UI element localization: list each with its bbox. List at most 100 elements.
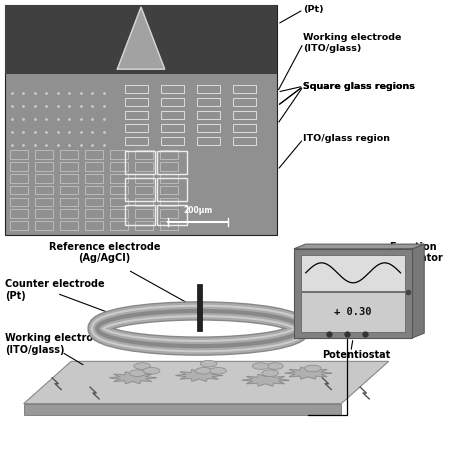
Bar xyxy=(60,162,78,171)
Bar xyxy=(10,186,28,194)
Bar xyxy=(161,85,184,93)
Text: (Pt): (Pt) xyxy=(303,5,324,14)
Bar xyxy=(233,111,256,119)
Bar xyxy=(36,150,53,159)
Bar xyxy=(10,162,28,171)
Bar xyxy=(161,124,184,132)
Bar xyxy=(197,137,220,145)
Bar xyxy=(160,198,178,206)
Bar xyxy=(110,221,128,230)
Ellipse shape xyxy=(129,370,146,376)
Ellipse shape xyxy=(210,367,227,374)
Bar xyxy=(85,150,103,159)
Polygon shape xyxy=(24,404,341,415)
Bar xyxy=(197,85,220,93)
Bar xyxy=(60,198,78,206)
Bar xyxy=(110,186,128,194)
Text: Square glass regions: Square glass regions xyxy=(303,82,415,91)
Bar xyxy=(85,210,103,218)
Ellipse shape xyxy=(262,370,278,376)
Text: Counter electrode
(Pt): Counter electrode (Pt) xyxy=(5,279,104,301)
Bar xyxy=(60,221,78,230)
Bar xyxy=(10,221,28,230)
Bar xyxy=(233,85,256,93)
Bar xyxy=(85,162,103,171)
Bar xyxy=(233,98,256,106)
Text: Potentiostat: Potentiostat xyxy=(322,350,391,360)
Polygon shape xyxy=(242,374,289,386)
Bar xyxy=(60,174,78,182)
Polygon shape xyxy=(176,370,222,382)
Bar xyxy=(135,210,153,218)
Bar xyxy=(157,151,187,173)
Ellipse shape xyxy=(266,363,283,369)
Ellipse shape xyxy=(253,363,269,369)
Bar xyxy=(85,221,103,230)
Bar xyxy=(157,178,187,201)
Ellipse shape xyxy=(200,360,217,367)
Bar xyxy=(197,111,220,119)
Ellipse shape xyxy=(304,365,321,372)
Bar xyxy=(36,186,53,194)
Bar xyxy=(160,186,178,194)
Bar xyxy=(233,124,256,132)
Bar xyxy=(161,111,184,119)
Bar xyxy=(85,186,103,194)
Bar xyxy=(301,292,405,332)
Bar xyxy=(125,98,148,106)
Bar xyxy=(160,162,178,171)
Bar xyxy=(197,284,202,331)
Bar xyxy=(160,150,178,159)
Bar xyxy=(125,151,155,173)
Bar xyxy=(10,210,28,218)
Bar xyxy=(36,162,53,171)
Bar xyxy=(60,186,78,194)
Polygon shape xyxy=(24,361,389,404)
Bar xyxy=(125,111,148,119)
Bar xyxy=(60,150,78,159)
Ellipse shape xyxy=(143,367,160,374)
Bar xyxy=(60,210,78,218)
Text: Working electrode
(ITO/glass): Working electrode (ITO/glass) xyxy=(5,333,106,355)
Polygon shape xyxy=(109,372,156,384)
Bar xyxy=(36,198,53,206)
Bar xyxy=(294,249,412,338)
Bar xyxy=(5,5,277,74)
Bar xyxy=(125,85,148,93)
Ellipse shape xyxy=(195,367,212,374)
Bar xyxy=(110,198,128,206)
Polygon shape xyxy=(117,7,164,69)
Bar xyxy=(85,174,103,182)
Bar xyxy=(135,198,153,206)
Bar xyxy=(135,221,153,230)
Bar xyxy=(233,137,256,145)
Bar xyxy=(85,198,103,206)
Bar xyxy=(110,174,128,182)
Polygon shape xyxy=(412,244,424,338)
Bar xyxy=(125,137,148,145)
Bar xyxy=(135,150,153,159)
Text: 200μm: 200μm xyxy=(183,206,213,215)
Bar xyxy=(10,174,28,182)
Bar xyxy=(10,198,28,206)
Bar xyxy=(161,137,184,145)
Bar xyxy=(157,205,187,226)
Text: ITO/glass region: ITO/glass region xyxy=(303,134,391,143)
Bar xyxy=(160,221,178,230)
Ellipse shape xyxy=(134,363,150,369)
Bar xyxy=(36,174,53,182)
Polygon shape xyxy=(294,244,424,249)
Text: Function
generator: Function generator xyxy=(389,242,444,264)
Bar xyxy=(160,174,178,182)
Polygon shape xyxy=(285,367,331,379)
Bar xyxy=(110,150,128,159)
Text: + 0.30: + 0.30 xyxy=(334,307,372,317)
Bar xyxy=(161,98,184,106)
Text: Working electrode
(ITO/glass): Working electrode (ITO/glass) xyxy=(303,33,402,53)
Bar xyxy=(5,5,277,235)
Bar xyxy=(36,210,53,218)
Bar xyxy=(135,186,153,194)
Bar xyxy=(10,150,28,159)
Bar xyxy=(301,255,405,291)
Bar xyxy=(125,124,148,132)
